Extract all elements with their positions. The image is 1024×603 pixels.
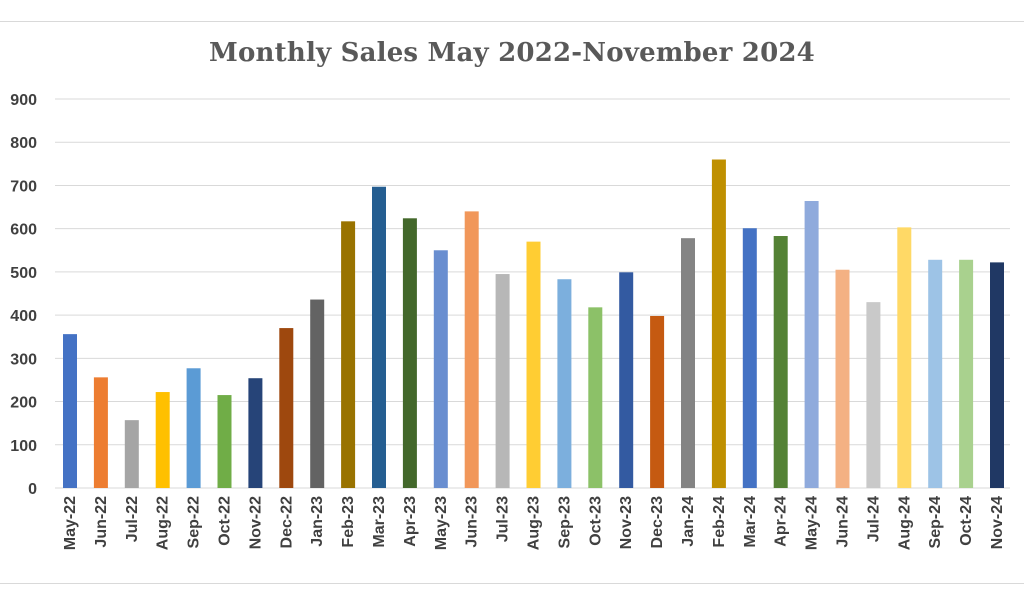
y-tick-label: 300 [10,351,37,368]
bar [773,236,788,488]
bar [619,272,634,488]
bar [835,269,850,488]
bar [402,218,417,488]
x-tick-label: Sep-24 [927,496,944,549]
bar [928,259,943,488]
bar [650,315,665,488]
x-tick-label: Dec-22 [278,496,295,549]
x-tick-label: Aug-23 [526,496,543,550]
x-tick-label: Jul-22 [124,496,141,542]
bar [63,334,77,488]
bar [372,186,386,489]
bar [711,159,726,488]
x-tick-label: Nov-24 [989,496,1006,549]
bar [990,262,1004,488]
bottom-border [0,583,1024,584]
y-tick-label: 400 [10,308,37,325]
y-tick-label: 0 [28,481,37,498]
x-tick-label: Feb-23 [340,496,357,548]
x-tick-label: Apr-24 [773,496,790,547]
bar [248,378,263,488]
x-tick-label: May-22 [62,496,79,550]
bar [433,250,448,488]
bar [186,368,201,488]
bar [341,221,356,488]
x-tick-label: Oct-23 [587,496,604,546]
x-tick-label: Dec-23 [649,496,666,549]
bar [681,238,695,488]
x-tick-label: Jun-24 [835,496,852,548]
bar [464,211,479,488]
x-tick-label: Oct-24 [958,496,975,546]
y-tick-label: 900 [10,92,37,109]
top-border [0,21,1024,22]
x-tick-label: Jan-23 [309,496,326,547]
x-tick-label: May-24 [804,496,821,550]
x-tick-label: Mar-24 [742,496,759,548]
bar [310,299,325,488]
x-tick-label: Jul-24 [865,496,882,542]
x-tick-label: Aug-24 [896,496,913,550]
bar [155,392,170,488]
bar [93,377,108,488]
x-tick-label: Sep-23 [556,496,573,549]
y-tick-label: 100 [10,438,37,455]
y-tick-label: 500 [10,265,37,282]
x-tick-label: Apr-23 [402,496,419,547]
x-tick-label: May-23 [433,496,450,550]
x-tick-label: Sep-22 [186,496,203,549]
x-tick-label: Jul-23 [495,496,512,542]
x-tick-label: Nov-23 [618,496,635,549]
x-tick-label: Jan-24 [680,496,697,547]
x-tick-label: Aug-22 [155,496,172,550]
y-tick-label: 800 [10,135,37,152]
x-tick-label: Nov-22 [247,496,264,549]
bar [804,201,819,488]
chart-title: Monthly Sales May 2022-November 2024 [209,38,815,68]
bar [279,328,294,488]
x-tick-label: Feb-24 [711,496,728,548]
bar [897,227,912,488]
bar [495,274,510,488]
bar [959,259,974,488]
y-tick-label: 200 [10,395,37,412]
bar [588,307,603,488]
bar [557,279,572,488]
bar [866,302,881,488]
bar [526,241,541,488]
y-tick-label: 700 [10,178,37,195]
bar [124,420,139,488]
x-tick-label: Jun-22 [93,496,110,548]
bar [742,228,757,489]
x-tick-label: Oct-22 [217,496,234,546]
x-tick-label: Jun-23 [464,496,481,548]
y-tick-label: 600 [10,222,37,239]
x-tick-label: Mar-23 [371,496,388,548]
bar [217,395,232,488]
